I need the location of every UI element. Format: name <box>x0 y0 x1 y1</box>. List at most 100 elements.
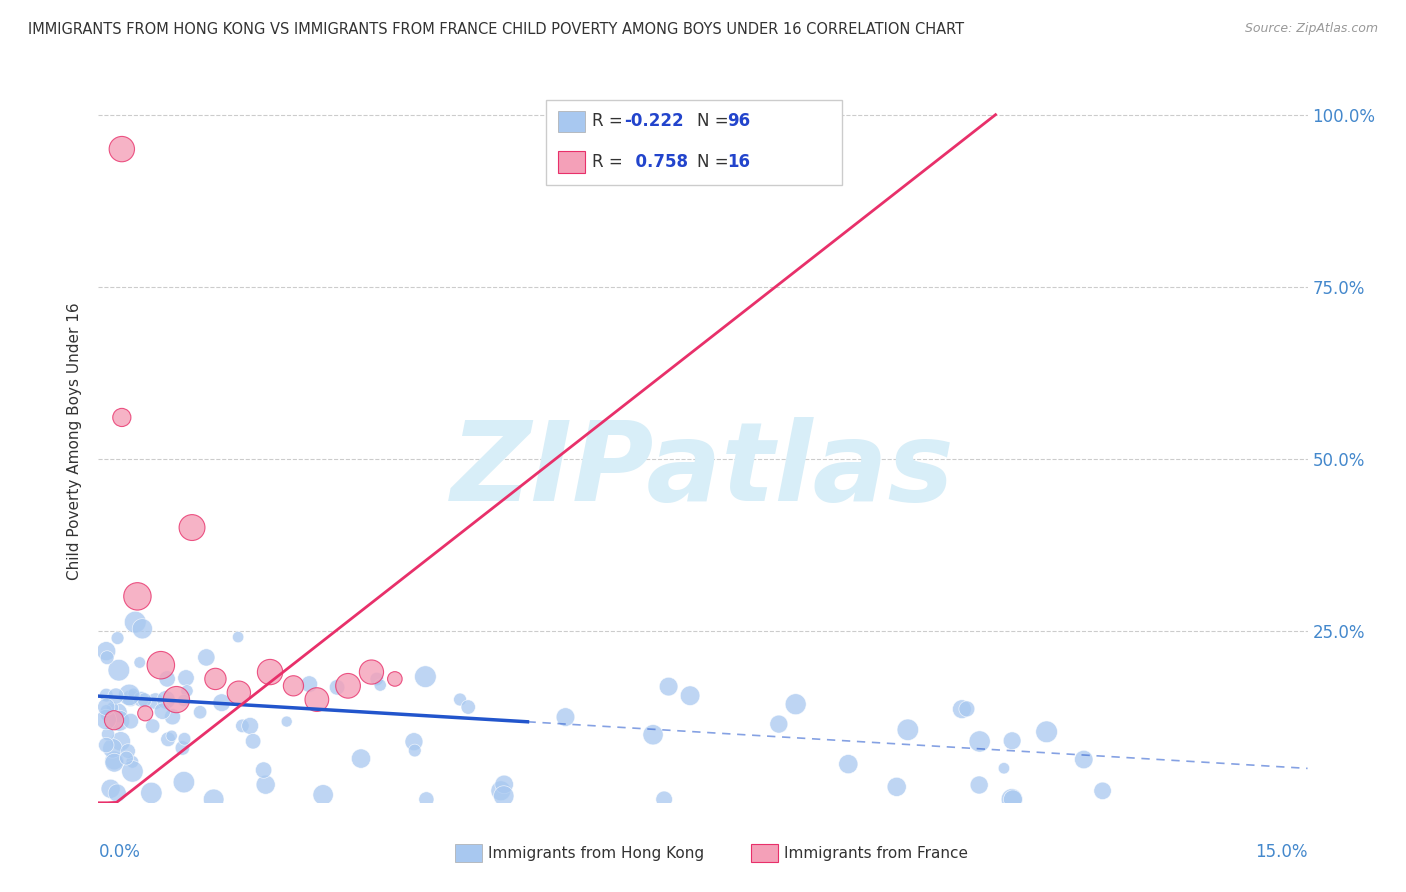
Point <box>120 691 142 706</box>
Text: 0.0%: 0.0% <box>98 843 141 861</box>
Point <box>101 741 124 756</box>
Point <box>449 692 471 706</box>
Point <box>173 731 195 746</box>
Point <box>174 671 197 685</box>
Point <box>156 672 179 686</box>
Point <box>211 696 233 710</box>
Point <box>96 738 118 752</box>
Text: Immigrants from Hong Kong: Immigrants from Hong Kong <box>488 846 704 861</box>
Point <box>202 792 225 806</box>
Point <box>104 689 127 703</box>
Point <box>993 761 1015 775</box>
Text: Immigrants from France: Immigrants from France <box>785 846 967 861</box>
Point <box>195 650 218 665</box>
Point <box>121 764 143 779</box>
Point <box>652 792 675 806</box>
Point <box>312 788 335 802</box>
Point <box>103 756 125 770</box>
Point <box>337 679 360 693</box>
Point <box>96 704 118 718</box>
Point <box>157 732 180 747</box>
Point <box>350 751 373 765</box>
Point <box>127 590 149 604</box>
Point <box>105 706 128 720</box>
Point <box>111 410 134 425</box>
Point <box>298 677 321 691</box>
Point <box>124 615 146 629</box>
Point <box>494 777 516 791</box>
Point <box>658 680 681 694</box>
Point <box>96 713 118 727</box>
Point <box>242 734 264 748</box>
Point <box>105 786 128 800</box>
Point <box>155 693 177 707</box>
Point <box>110 734 132 748</box>
Point <box>145 694 167 708</box>
Point <box>679 689 702 703</box>
Point <box>103 754 125 768</box>
Point <box>162 710 184 724</box>
FancyBboxPatch shape <box>751 844 778 862</box>
Point <box>554 710 576 724</box>
Text: Source: ZipAtlas.com: Source: ZipAtlas.com <box>1244 22 1378 36</box>
Point <box>1035 724 1057 739</box>
Point <box>100 781 122 796</box>
Text: R =: R = <box>592 112 627 130</box>
Point <box>228 686 250 700</box>
Point <box>276 714 298 729</box>
Text: 16: 16 <box>727 153 751 171</box>
Point <box>142 719 165 733</box>
Point <box>384 672 406 686</box>
Y-axis label: Child Poverty Among Boys Under 16: Child Poverty Among Boys Under 16 <box>67 302 83 581</box>
Point <box>103 713 125 727</box>
Text: -0.222: -0.222 <box>624 112 685 130</box>
Text: ZIPatlas: ZIPatlas <box>451 417 955 524</box>
Point <box>402 734 425 748</box>
Point <box>172 741 194 756</box>
FancyBboxPatch shape <box>558 111 585 132</box>
Point <box>173 775 195 789</box>
Text: IMMIGRANTS FROM HONG KONG VS IMMIGRANTS FROM FRANCE CHILD POVERTY AMONG BOYS UND: IMMIGRANTS FROM HONG KONG VS IMMIGRANTS … <box>28 22 965 37</box>
Point <box>1001 792 1024 806</box>
Point <box>886 780 908 794</box>
Point <box>107 631 129 645</box>
Text: N =: N = <box>697 153 734 171</box>
Point <box>118 688 141 702</box>
Point <box>1091 784 1114 798</box>
Point <box>96 644 118 658</box>
Point <box>160 729 183 743</box>
Point <box>134 706 156 721</box>
Point <box>176 684 198 698</box>
Point <box>641 728 664 742</box>
Point <box>305 692 328 706</box>
Point <box>129 692 152 706</box>
Point <box>128 656 150 670</box>
Point <box>117 744 139 758</box>
Text: R =: R = <box>592 153 627 171</box>
Text: N =: N = <box>697 112 734 130</box>
Point <box>108 663 131 677</box>
Point <box>252 763 274 777</box>
Point <box>120 714 142 728</box>
Point <box>165 692 187 706</box>
Point <box>415 792 437 806</box>
Point <box>969 734 991 748</box>
Point <box>785 697 807 711</box>
Point <box>259 665 281 679</box>
Point <box>967 778 990 792</box>
Point <box>360 665 382 679</box>
Point <box>115 751 138 765</box>
Point <box>254 778 277 792</box>
Point <box>181 520 204 534</box>
Point <box>239 719 262 733</box>
Point <box>489 784 512 798</box>
Point <box>122 687 145 701</box>
Point <box>204 672 226 686</box>
Point <box>1073 752 1095 766</box>
Point <box>101 700 124 714</box>
Point <box>366 672 388 686</box>
Point <box>837 757 859 772</box>
Point <box>368 678 391 692</box>
Point <box>121 755 143 769</box>
Point <box>111 142 134 156</box>
